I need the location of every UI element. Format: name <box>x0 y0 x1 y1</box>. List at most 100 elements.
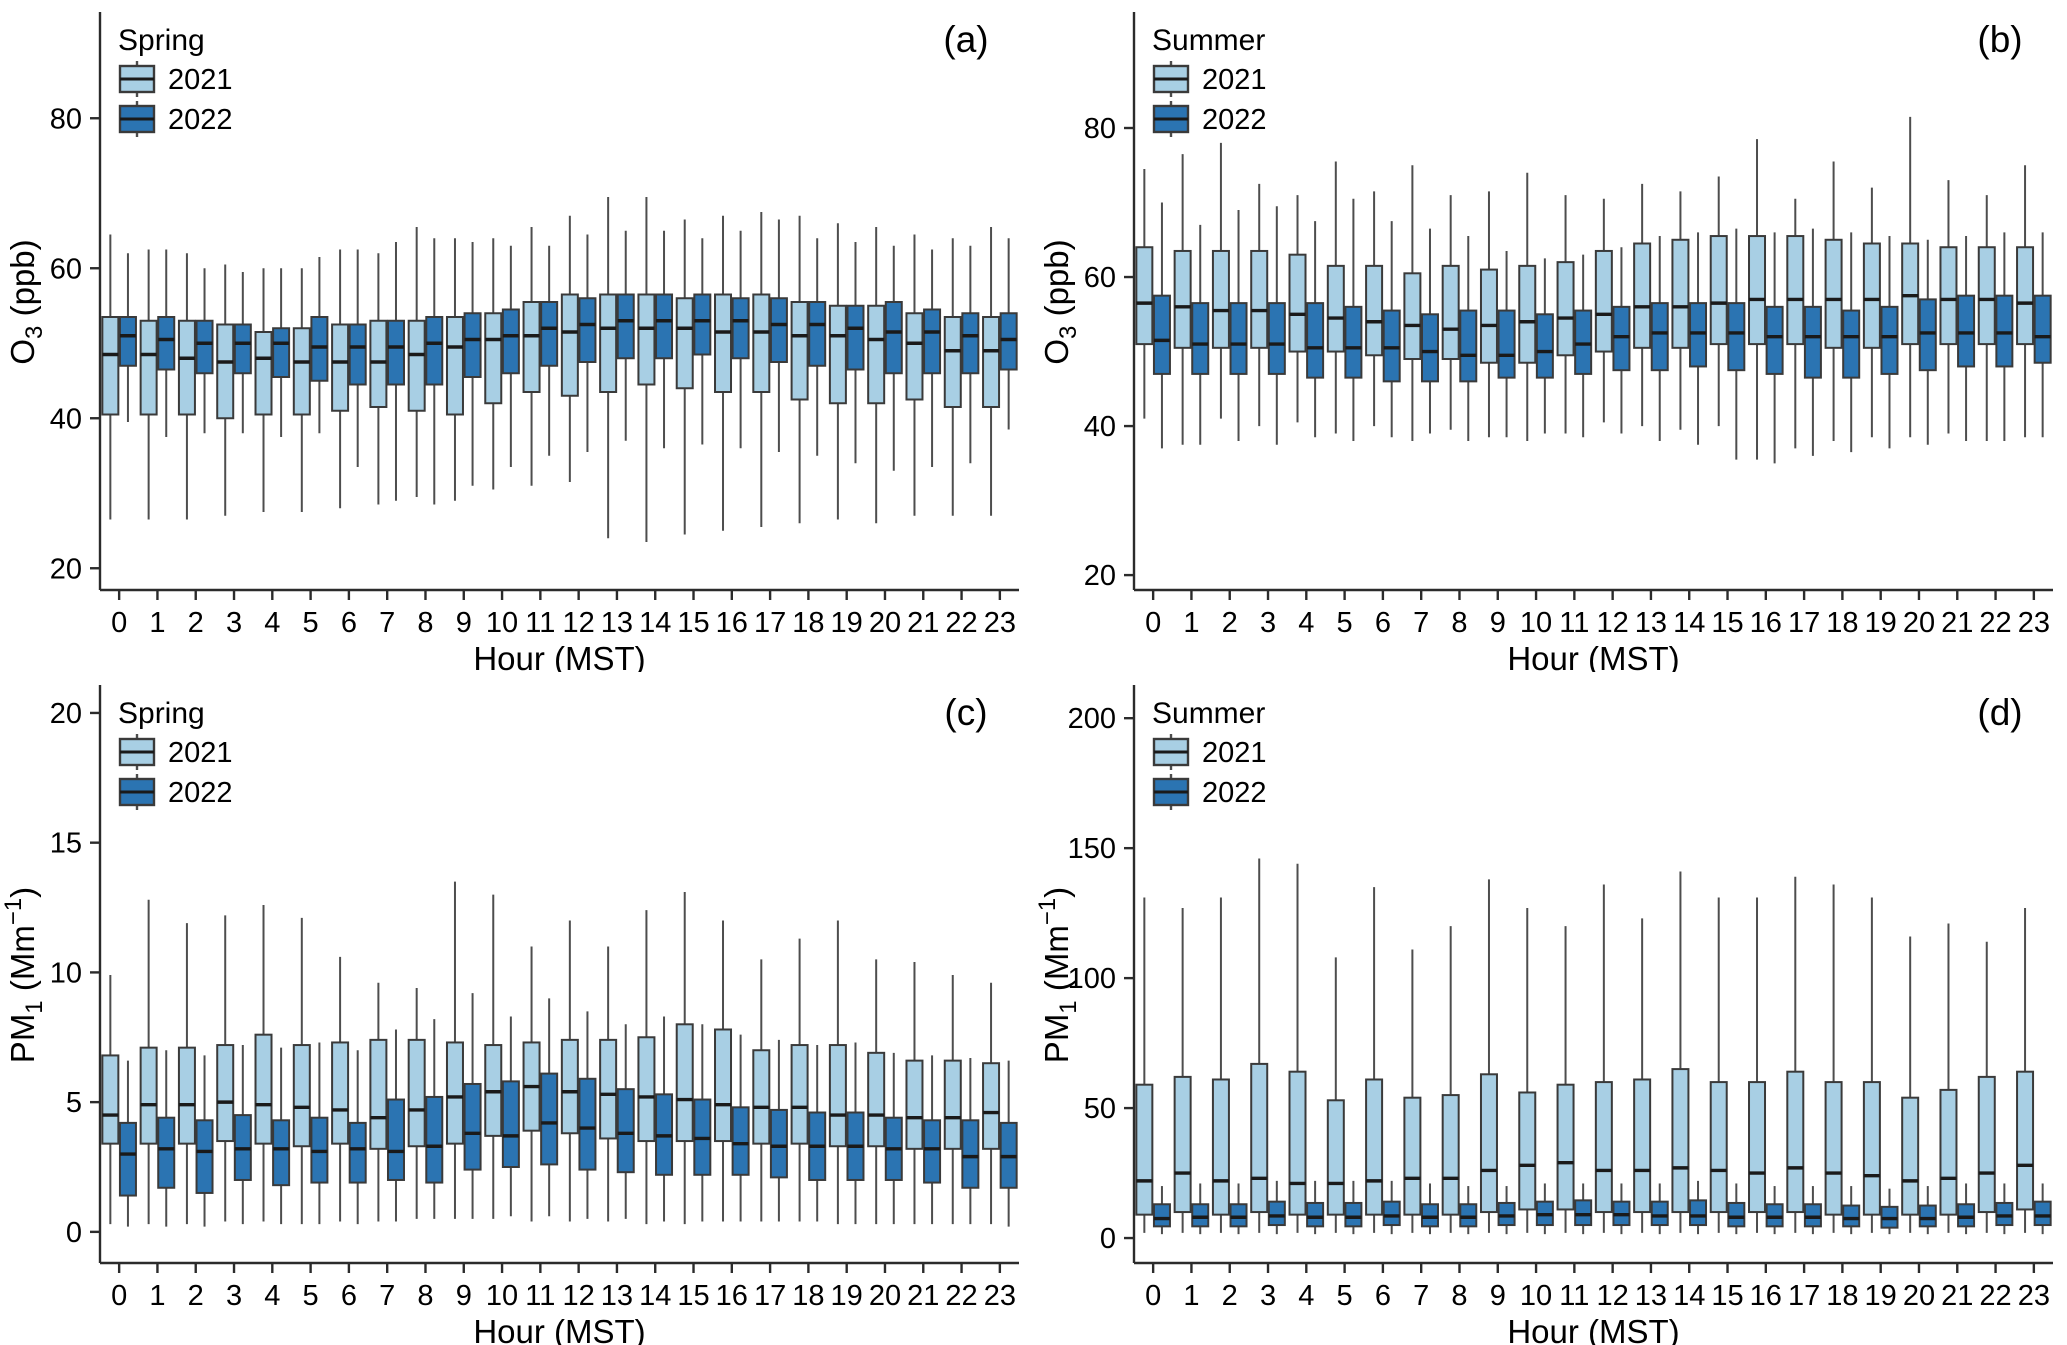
legend: Summer 2021 2022 <box>1152 697 1267 810</box>
x-tick-label: 12 <box>563 1280 595 1312</box>
x-tick-label: 3 <box>226 1280 242 1312</box>
x-tick-label: 7 <box>379 1280 395 1312</box>
box-c-2022-h17 <box>769 1039 788 1222</box>
box-a-2021-h13 <box>599 197 618 539</box>
x-tick-label: 23 <box>2018 1280 2050 1312</box>
panel-letter: (c) <box>944 692 987 733</box>
box-d-2021-h20 <box>1901 936 1920 1233</box>
box-b-2022-h13 <box>1650 236 1669 441</box>
x-tick-label: 11 <box>1559 607 1589 639</box>
box-a-2022-h13 <box>616 230 635 441</box>
box-a-2022-h17 <box>769 219 788 452</box>
box-a-2022-h0 <box>118 253 137 422</box>
box-a-2022-h2 <box>195 268 214 434</box>
x-tick-label: 20 <box>1903 1280 1935 1312</box>
legend-label: 2022 <box>1202 104 1267 136</box>
x-tick-label: 14 <box>1673 607 1705 639</box>
box-a-2021-h14 <box>637 197 656 542</box>
x-tick-label: 2 <box>188 607 204 639</box>
box-a-2021-h8 <box>407 227 426 497</box>
x-tick-label: 12 <box>1597 607 1629 639</box>
box-d-2021-h4 <box>1288 863 1307 1233</box>
box-a-2021-h11 <box>522 227 541 486</box>
box-b-2021-h10 <box>1518 172 1537 441</box>
series-2022 <box>118 993 1018 1227</box>
x-tick-label: 11 <box>525 1280 555 1312</box>
legend-key-2022-icon <box>118 101 156 137</box>
x-tick-label: 14 <box>639 607 671 639</box>
axes <box>90 685 1019 1273</box>
x-axis-title: Hour (MST) <box>1507 1313 1679 1345</box>
series-2021 <box>101 197 1001 542</box>
box-d-2022-h8 <box>1459 1186 1478 1235</box>
box-d-2021-h13 <box>1633 918 1652 1233</box>
box-c-2021-h23 <box>982 982 1001 1225</box>
box-d-2022-h21 <box>1957 1183 1976 1235</box>
x-tick-label: 8 <box>1451 607 1467 639</box>
box-d-2022-h4 <box>1306 1180 1325 1235</box>
box-a-2022-h20 <box>884 245 903 471</box>
y-tick-label: 60 <box>1084 262 1116 294</box>
box-a-2021-h5 <box>292 268 311 512</box>
y-tick-label: 15 <box>50 828 82 860</box>
box-d-2022-h6 <box>1382 1180 1401 1235</box>
box-a-2021-h6 <box>331 249 350 509</box>
legend-label: 2021 <box>168 737 233 769</box>
x-tick-label: 0 <box>111 607 127 639</box>
x-tick-label: 23 <box>2018 607 2050 639</box>
box-a-2021-h4 <box>254 268 273 512</box>
box-c-2021-h8 <box>407 987 426 1219</box>
box-a-2021-h10 <box>484 238 503 490</box>
box-c-2021-h17 <box>752 959 771 1222</box>
x-tick-label: 7 <box>379 607 395 639</box>
box-d-2021-h14 <box>1671 871 1690 1233</box>
box-c-2021-h2 <box>177 923 196 1225</box>
y-tick-label: 40 <box>50 403 82 435</box>
x-tick-label: 16 <box>1750 607 1782 639</box>
legend-title: Summer <box>1152 24 1265 57</box>
x-tick-label: 2 <box>1222 1280 1238 1312</box>
x-axis-title: Hour (MST) <box>1507 640 1679 672</box>
box-c-2022-h15 <box>693 1024 712 1222</box>
box-c-2021-h11 <box>522 946 541 1222</box>
box-d-2021-h23 <box>2016 907 2035 1233</box>
x-tick-label: 19 <box>1865 607 1897 639</box>
box-d-2021-h11 <box>1556 926 1575 1233</box>
box-a-2021-h15 <box>675 219 694 535</box>
series-2021 <box>1135 858 2035 1233</box>
panel-letter: (b) <box>1977 19 2022 60</box>
x-tick-label: 19 <box>831 1280 863 1312</box>
box-a-2021-h16 <box>714 215 733 531</box>
box-a-2021-h17 <box>752 212 771 527</box>
box-d-2021-h22 <box>1977 941 1996 1233</box>
x-tick-label: 22 <box>945 607 977 639</box>
box-b-2021-h19 <box>1862 187 1881 438</box>
box-c-2022-h21 <box>923 1055 942 1225</box>
series-2022 <box>1152 1180 2052 1235</box>
box-c-2021-h22 <box>943 975 962 1225</box>
box-b-2022-h3 <box>1267 206 1286 445</box>
x-tick-label: 14 <box>1673 1280 1705 1312</box>
box-a-2021-h19 <box>828 223 847 520</box>
x-tick-label: 10 <box>486 607 518 639</box>
box-a-2022-h7 <box>386 242 405 501</box>
box-d-2022-h14 <box>1689 1180 1708 1235</box>
y-tick-label: 100 <box>1068 963 1116 995</box>
box-d-2022-h16 <box>1765 1186 1784 1235</box>
y-tick-label: 0 <box>66 1217 82 1249</box>
x-tick-label: 14 <box>639 1280 671 1312</box>
box-b-2021-h23 <box>2016 165 2035 438</box>
box-b-2022-h10 <box>1535 258 1554 434</box>
legend-title: Summer <box>1152 697 1265 730</box>
box-c-2021-h18 <box>790 938 809 1222</box>
y-tick-label: 20 <box>50 698 82 730</box>
y-tick-label: 60 <box>50 253 82 285</box>
x-tick-label: 22 <box>945 1280 977 1312</box>
box-b-2021-h11 <box>1556 195 1575 434</box>
legend-label: 2022 <box>168 777 233 809</box>
x-tick-label: 13 <box>1635 607 1667 639</box>
x-tick-label: 15 <box>1711 607 1743 639</box>
box-d-2021-h1 <box>1173 907 1192 1233</box>
x-tick-label: 4 <box>264 607 280 639</box>
